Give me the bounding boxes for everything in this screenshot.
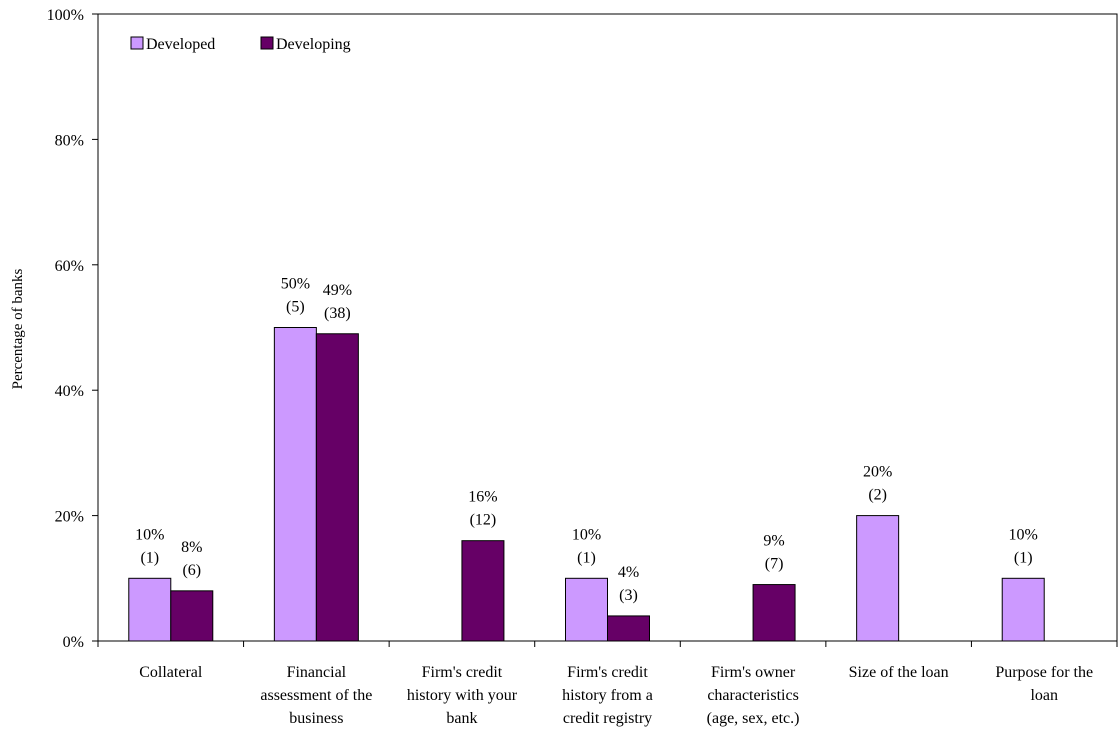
bar-developing: [752, 584, 796, 642]
bar-developed: [565, 577, 608, 642]
data-label-developed: 50% (5): [281, 276, 310, 316]
bar-developed: [1001, 577, 1045, 642]
data-label-developing: 4% (3): [618, 564, 639, 604]
bar-developing: [461, 540, 505, 642]
legend-swatch-developed: [130, 36, 144, 50]
y-axis-label-group: Percentage of banks: [10, 268, 26, 389]
y-tick-label: 80%: [55, 132, 84, 149]
x-category-label: Firm's credit history from a credit regist…: [562, 664, 653, 727]
legend-label-developed: Developed: [146, 36, 215, 53]
data-labels: 10% (1) 50% (5) 10% (1) 20% (2) 10% (1) 8% (6) 49% (3…: [135, 276, 1038, 604]
y-tick-label: 0%: [63, 634, 84, 651]
bar-developed: [273, 327, 317, 642]
bar-developed: [856, 515, 900, 642]
x-category-label: Size of the loan: [849, 664, 949, 681]
bar-developing: [315, 333, 359, 642]
x-category-label: Financial assessment of the business: [260, 664, 372, 727]
bar-developing: [170, 590, 214, 642]
x-category-label: Purpose for the loan: [995, 664, 1093, 704]
data-label-developed: 10% (1): [572, 526, 601, 566]
x-category-label: Firm's credit history with your bank: [407, 664, 518, 727]
legend: Developed Developing: [130, 36, 351, 53]
data-label-developing: 49% (38): [323, 282, 352, 322]
data-label-developing: 9% (7): [763, 533, 784, 573]
y-axis-label: Percentage of banks: [10, 268, 26, 389]
data-label-developed: 10% (1): [1009, 526, 1038, 566]
y-tick-label: 100%: [47, 7, 84, 24]
bar-developed: [128, 577, 172, 642]
data-label-developed: 20% (2): [863, 464, 892, 504]
plot-frame: [97, 13, 1118, 642]
data-label-developing: 16% (12): [468, 489, 497, 529]
y-tick-label: 20%: [55, 509, 84, 526]
bar-developing: [607, 615, 650, 642]
y-tick-label: 40%: [55, 383, 84, 400]
legend-swatch-developing: [260, 36, 274, 50]
legend-label-developing: Developing: [276, 36, 351, 53]
data-label-developing: 8% (6): [181, 539, 202, 579]
x-axis-categories: Collateral Financial assessment of the busi…: [139, 664, 1093, 727]
x-category-label: Firm's owner characteristics (age, sex, et…: [707, 664, 800, 727]
y-tick-label: 60%: [55, 258, 84, 275]
bars: [128, 327, 1045, 642]
x-category-label: Collateral: [139, 664, 203, 681]
data-label-developed: 10% (1): [135, 526, 164, 566]
